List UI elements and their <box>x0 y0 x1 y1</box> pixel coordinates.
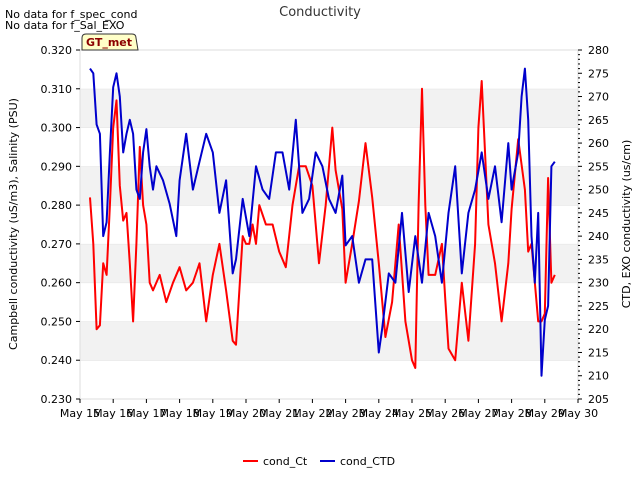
x-tick-label: May 27 <box>458 407 498 420</box>
y-left-tick-label: 0.240 <box>41 354 73 367</box>
grid-band <box>80 360 578 399</box>
y-left-tick-label: 0.230 <box>41 393 73 406</box>
y-left-tick-label: 0.260 <box>41 277 73 290</box>
legend-label-cond-ctd: cond_CTD <box>340 455 395 468</box>
y-right-tick-label: 225 <box>588 300 609 313</box>
y-right-tick-label: 240 <box>588 230 609 243</box>
no-data-note-spec-cond: No data for f_spec_cond <box>5 8 137 21</box>
y-axis-left-label: Campbell conductivity (uS/m3), Salinity … <box>7 98 20 350</box>
x-tick-label: May 29 <box>525 407 565 420</box>
series-layer <box>89 67 556 377</box>
y-left-tick-label: 0.280 <box>41 199 73 212</box>
y-right-tick-label: 250 <box>588 184 609 197</box>
x-tick-label: May 28 <box>491 407 531 420</box>
y-left-tick-label: 0.320 <box>41 44 73 57</box>
x-tick-label: May 16 <box>93 407 133 420</box>
y-left-tick-label: 0.270 <box>41 238 73 251</box>
y-right-tick-label: 260 <box>588 137 609 150</box>
x-tick-label: May 24 <box>359 407 399 420</box>
plot-frame <box>79 49 579 400</box>
y-right-tick-label: 280 <box>588 44 609 57</box>
x-tick-label: May 20 <box>226 407 266 420</box>
series-line-cond-ct <box>89 80 556 369</box>
y-left-tick-label: 0.250 <box>41 315 73 328</box>
y-right-tick-label: 205 <box>588 393 609 406</box>
y-right-tick-label: 275 <box>588 67 609 80</box>
y-left-tick-label: 0.310 <box>41 83 73 96</box>
x-tick-label: May 15 <box>60 407 100 420</box>
grid-band <box>80 321 578 361</box>
y-right-tick-label: 245 <box>588 207 609 220</box>
x-tick-label: May 18 <box>159 407 199 420</box>
grid-band <box>80 243 578 283</box>
y-right-tick-label: 235 <box>588 253 609 266</box>
grid-bands <box>80 49 578 399</box>
x-tick-label: May 17 <box>126 407 166 420</box>
x-tick-label: May 30 <box>558 407 598 420</box>
no-data-note-sal-exo: No data for f_Sal_EXO <box>5 19 125 32</box>
x-tick-label: May 22 <box>292 407 332 420</box>
x-tick-label: May 23 <box>325 407 365 420</box>
legend: cond_Ct cond_CTD <box>243 455 395 468</box>
y-right-tick-label: 270 <box>588 91 609 104</box>
y-right-tick-label: 230 <box>588 277 609 290</box>
x-tick-label: May 21 <box>259 407 299 420</box>
y-axis-right: 205 210 215 220 225 230 235 240 245 250 255 260 265 2… <box>578 44 609 406</box>
grid-band <box>80 205 578 244</box>
y-right-tick-label: 220 <box>588 323 609 336</box>
y-left-tick-label: 0.290 <box>41 160 73 173</box>
x-tick-label: May 19 <box>193 407 233 420</box>
gt-met-badge-label: GT_met <box>86 36 132 49</box>
legend-label-cond-ct: cond_Ct <box>263 455 308 468</box>
grid-band <box>80 88 578 128</box>
grid-band <box>80 50 578 89</box>
x-tick-label: May 26 <box>425 407 465 420</box>
x-tick-label: May 25 <box>392 407 432 420</box>
y-axis-left: 0.230 0.240 0.250 0.260 0.270 0.280 0.290 0.300… <box>41 44 80 406</box>
y-axis-right-label: CTD, EXO conductivity (us/cm) <box>620 140 633 309</box>
chart-title: Conductivity <box>279 5 361 20</box>
series-line-cond-ctd <box>89 67 556 377</box>
y-right-tick-label: 215 <box>588 346 609 359</box>
gt-met-badge: GT_met <box>81 33 139 51</box>
y-right-tick-label: 210 <box>588 370 609 383</box>
y-right-tick-label: 255 <box>588 160 609 173</box>
y-right-tick-label: 265 <box>588 114 609 127</box>
y-left-tick-label: 0.300 <box>41 122 73 135</box>
